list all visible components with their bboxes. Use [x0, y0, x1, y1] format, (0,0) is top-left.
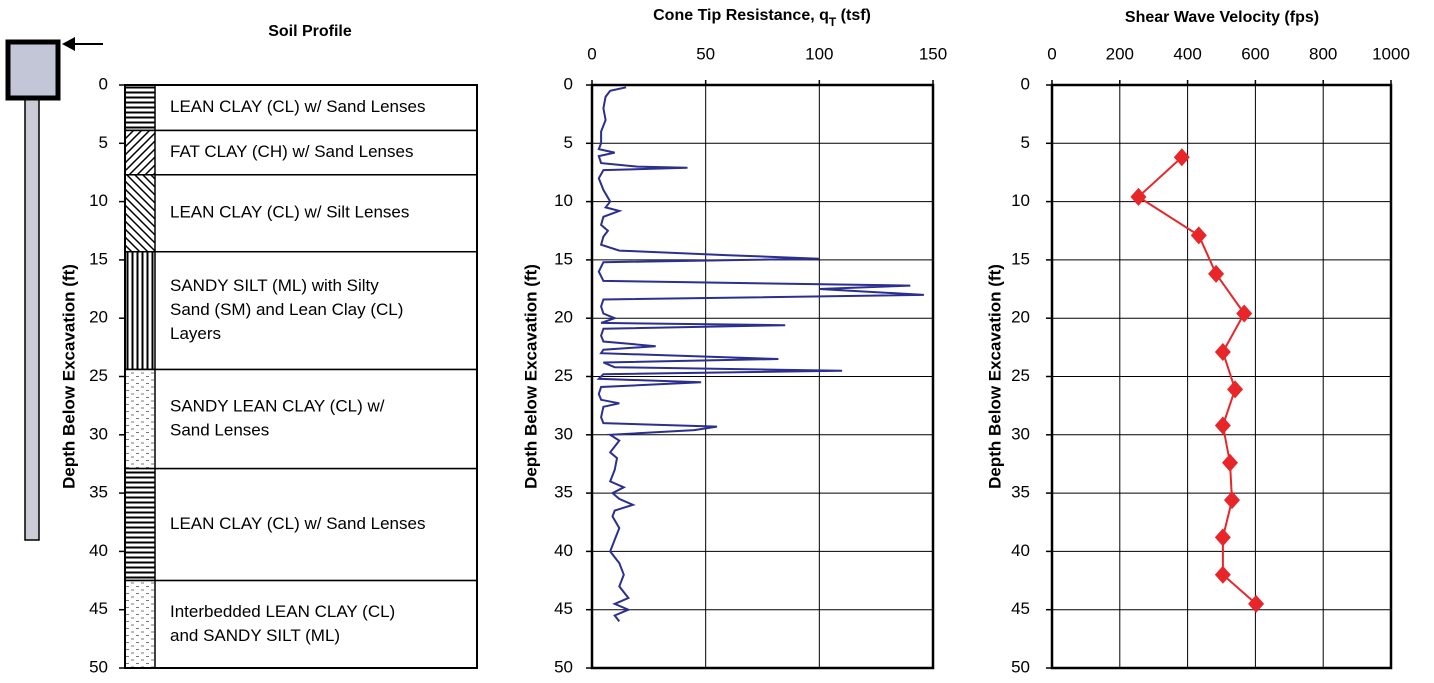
data-marker [1190, 226, 1207, 245]
x-tick-label: 0 [587, 44, 596, 63]
soil-pattern [124, 129, 156, 176]
y-axis-label: Depth Below Excavation (ft) [521, 264, 540, 489]
y-tick-label: 35 [554, 483, 573, 502]
caisson-sketch [5, 37, 103, 541]
layer-label: Layers [170, 324, 221, 343]
y-tick-label: 5 [99, 133, 108, 152]
data-marker [1236, 304, 1253, 323]
y-tick-label: 0 [1021, 74, 1030, 93]
title-part: T [829, 15, 837, 29]
y-tick-label: 30 [554, 424, 573, 443]
layer-label: Interbedded LEAN CLAY (CL) [170, 602, 395, 621]
x-tick-label: 400 [1173, 44, 1201, 63]
y-tick-label: 40 [554, 541, 573, 560]
y-tick-label: 5 [564, 133, 573, 152]
data-marker [1214, 343, 1231, 362]
y-tick-label: 30 [1011, 424, 1030, 443]
data-marker [1221, 453, 1238, 472]
soil-layer [124, 579, 478, 669]
plot-frame [1050, 83, 1393, 670]
data-marker [1208, 264, 1225, 283]
chart-title: Shear Wave Velocity (fps) [1125, 9, 1319, 26]
y-axis-label: Depth Below Excavation (ft) [59, 264, 78, 489]
y-tick-label: 45 [1011, 599, 1030, 618]
y-tick-label: 40 [1011, 541, 1030, 560]
layer-label: FAT CLAY (CH) w/ Sand Lenses [170, 142, 413, 161]
y-tick-label: 40 [89, 541, 108, 560]
layer-label: LEAN CLAY (CL) w/ Sand Lenses [170, 514, 425, 533]
x-tick-label: 200 [1106, 44, 1134, 63]
data-line [596, 86, 924, 623]
column-frame [124, 84, 478, 669]
chart-title: Cone Tip Resistance, qT (tsf) [653, 7, 871, 29]
y-tick-label: 0 [99, 74, 108, 93]
data-marker [1130, 187, 1147, 206]
y-tick-label: 25 [554, 366, 573, 385]
data-marker [1224, 491, 1241, 510]
soil-pattern [124, 579, 156, 669]
layer-label: and SANDY SILT (ML) [170, 626, 340, 645]
soil-layer [124, 368, 478, 470]
y-tick-label: 15 [89, 249, 108, 268]
soil-pattern [124, 174, 156, 253]
soil-pattern [124, 250, 156, 371]
soil-layer [124, 84, 478, 132]
soil-pattern [124, 84, 156, 132]
data-marker [1173, 148, 1190, 167]
y-tick-label: 50 [554, 657, 573, 676]
y-tick-label: 10 [89, 191, 108, 210]
plot-frame [590, 83, 935, 670]
y-tick-label: 45 [554, 599, 573, 618]
layer-label: LEAN CLAY (CL) w/ Silt Lenses [170, 203, 409, 222]
x-tick-label: 800 [1309, 44, 1337, 63]
title-part: (tsf) [836, 7, 871, 24]
y-tick-label: 5 [1021, 133, 1030, 152]
layer-label: SANDY SILT (ML) with Silty [170, 276, 379, 295]
y-axis-label: Depth Below Excavation (ft) [985, 264, 1004, 489]
layer-label: LEAN CLAY (CL) w/ Sand Lenses [170, 97, 425, 116]
layer-label: SANDY LEAN CLAY (CL) w/ [170, 397, 385, 416]
data-marker [1214, 416, 1231, 435]
y-tick-label: 50 [1011, 657, 1030, 676]
x-tick-label: 0 [1047, 44, 1056, 63]
layer-label: Sand Lenses [170, 421, 269, 440]
y-tick-label: 10 [554, 191, 573, 210]
data-marker [1227, 380, 1244, 399]
y-tick-label: 20 [1011, 308, 1030, 327]
x-tick-label: 100 [805, 44, 833, 63]
soil-pattern [124, 368, 156, 470]
x-tick-label: 50 [696, 44, 715, 63]
y-tick-label: 10 [1011, 191, 1030, 210]
data-marker [1214, 565, 1231, 584]
x-tick-label: 150 [919, 44, 947, 63]
layer-label: Sand (SM) and Lean Clay (CL) [170, 300, 403, 319]
y-tick-label: 35 [89, 483, 108, 502]
data-marker [1248, 594, 1265, 613]
y-tick-label: 25 [89, 366, 108, 385]
y-tick-label: 25 [1011, 366, 1030, 385]
soil-layer [124, 174, 478, 253]
data-line [1136, 156, 1257, 605]
y-tick-label: 0 [564, 74, 573, 93]
data-marker [1214, 528, 1231, 547]
x-tick-label: 600 [1241, 44, 1269, 63]
soil-pattern [124, 467, 156, 582]
y-tick-label: 20 [554, 308, 573, 327]
y-tick-label: 15 [1011, 249, 1030, 268]
title-part: Cone Tip Resistance, q [653, 7, 829, 24]
y-tick-label: 45 [89, 599, 108, 618]
x-tick-label: 1000 [1372, 44, 1410, 63]
soil-layer [124, 467, 478, 582]
y-tick-label: 20 [89, 308, 108, 327]
y-tick-label: 15 [554, 249, 573, 268]
soil-layer [124, 250, 478, 371]
y-tick-label: 35 [1011, 483, 1030, 502]
chart-title: Soil Profile [268, 23, 352, 40]
y-tick-label: 50 [89, 657, 108, 676]
y-tick-label: 30 [89, 424, 108, 443]
soil-layer [124, 129, 478, 176]
